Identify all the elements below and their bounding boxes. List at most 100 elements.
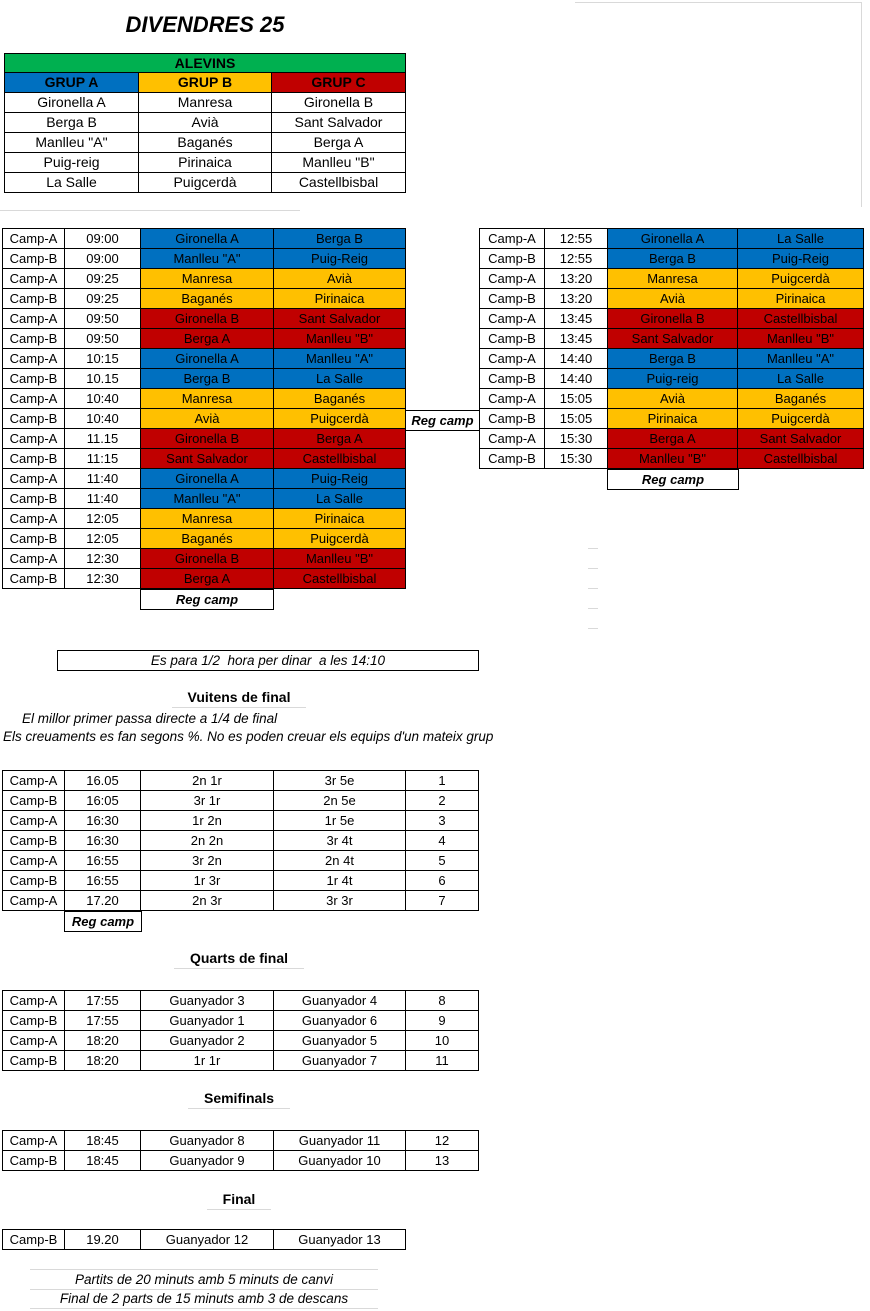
home-cell[interactable]: 2n 3r [140, 890, 274, 911]
time-cell[interactable]: 11.15 [64, 428, 141, 449]
home-cell[interactable]: 1r 2n [140, 810, 274, 831]
camp-cell[interactable]: Camp-B [479, 448, 545, 469]
camp-cell[interactable]: Camp-B [2, 830, 65, 851]
home-cell[interactable]: Berga B [607, 248, 738, 269]
time-cell[interactable]: 17:55 [64, 1010, 141, 1031]
team-cell[interactable]: Puigcerdà [138, 172, 272, 193]
time-cell[interactable]: 19.20 [64, 1229, 141, 1250]
camp-cell[interactable]: Camp-B [479, 368, 545, 389]
team-cell[interactable]: Sant Salvador [271, 112, 406, 133]
away-cell[interactable]: Sant Salvador [273, 308, 406, 329]
home-cell[interactable]: 2n 1r [140, 770, 274, 791]
time-cell[interactable]: 09:00 [64, 228, 141, 249]
time-cell[interactable]: 09:25 [64, 268, 141, 289]
away-cell[interactable]: 2n 5e [273, 790, 406, 811]
time-cell[interactable]: 10:40 [64, 388, 141, 409]
time-cell[interactable]: 14:40 [544, 368, 608, 389]
home-cell[interactable]: Guanyador 9 [140, 1150, 274, 1171]
away-cell[interactable]: Puigcerdà [737, 408, 864, 429]
match-cell[interactable]: 6 [405, 870, 479, 891]
camp-cell[interactable]: Camp-A [2, 1130, 65, 1151]
camp-cell[interactable]: Camp-B [2, 1229, 65, 1250]
camp-cell[interactable]: Camp-B [2, 870, 65, 891]
home-cell[interactable]: Puig-reig [607, 368, 738, 389]
home-cell[interactable]: 1r 1r [140, 1050, 274, 1071]
away-cell[interactable]: Pirinaica [737, 288, 864, 309]
camp-cell[interactable]: Camp-A [2, 890, 65, 911]
time-cell[interactable]: 12:05 [64, 508, 141, 529]
team-cell[interactable]: Baganés [138, 132, 272, 153]
time-cell[interactable]: 14:40 [544, 348, 608, 369]
away-cell[interactable]: Manlleu "B" [737, 328, 864, 349]
away-cell[interactable]: Avià [273, 268, 406, 289]
away-cell[interactable]: Puigcerdà [273, 528, 406, 549]
match-cell[interactable]: 10 [405, 1030, 479, 1051]
time-cell[interactable]: 16:30 [64, 810, 141, 831]
away-cell[interactable]: Baganés [737, 388, 864, 409]
camp-cell[interactable]: Camp-A [2, 770, 65, 791]
away-cell[interactable]: Berga A [273, 428, 406, 449]
home-cell[interactable]: Manlleu "B" [607, 448, 738, 469]
camp-cell[interactable]: Camp-B [2, 448, 65, 469]
time-cell[interactable]: 11:40 [64, 488, 141, 509]
away-cell[interactable]: Guanyador 7 [273, 1050, 406, 1071]
home-cell[interactable]: 2n 2n [140, 830, 274, 851]
camp-cell[interactable]: Camp-A [479, 428, 545, 449]
away-cell[interactable]: La Salle [273, 368, 406, 389]
time-cell[interactable]: 16:30 [64, 830, 141, 851]
camp-cell[interactable]: Camp-B [2, 248, 65, 269]
camp-cell[interactable]: Camp-B [2, 528, 65, 549]
camp-cell[interactable]: Camp-A [479, 388, 545, 409]
camp-cell[interactable]: Camp-A [2, 428, 65, 449]
away-cell[interactable]: 3r 5e [273, 770, 406, 791]
camp-cell[interactable]: Camp-A [2, 810, 65, 831]
home-cell[interactable]: Baganés [140, 288, 274, 309]
away-cell[interactable]: Pirinaica [273, 288, 406, 309]
camp-cell[interactable]: Camp-A [2, 268, 65, 289]
camp-cell[interactable]: Camp-A [2, 468, 65, 489]
match-cell[interactable]: 8 [405, 990, 479, 1011]
time-cell[interactable]: 10:40 [64, 408, 141, 429]
home-cell[interactable]: Manresa [607, 268, 738, 289]
time-cell[interactable]: 16.05 [64, 770, 141, 791]
match-cell[interactable]: 3 [405, 810, 479, 831]
team-cell[interactable]: Manlleu "B" [271, 152, 406, 173]
camp-cell[interactable]: Camp-A [2, 1030, 65, 1051]
camp-cell[interactable]: Camp-B [2, 488, 65, 509]
home-cell[interactable]: Gironella A [140, 468, 274, 489]
team-cell[interactable]: Gironella A [4, 92, 139, 113]
away-cell[interactable]: Manlleu "B" [273, 328, 406, 349]
away-cell[interactable]: Castellbisbal [737, 448, 864, 469]
away-cell[interactable]: 1r 4t [273, 870, 406, 891]
camp-cell[interactable]: Camp-B [2, 790, 65, 811]
camp-cell[interactable]: Camp-A [2, 348, 65, 369]
camp-cell[interactable]: Camp-B [479, 408, 545, 429]
camp-cell[interactable]: Camp-A [2, 548, 65, 569]
camp-cell[interactable]: Camp-B [2, 328, 65, 349]
team-cell[interactable]: Gironella B [271, 92, 406, 113]
team-cell[interactable]: Berga A [271, 132, 406, 153]
home-cell[interactable]: Berga B [607, 348, 738, 369]
home-cell[interactable]: 3r 1r [140, 790, 274, 811]
home-cell[interactable]: Gironella B [140, 428, 274, 449]
reg-camp-cell[interactable]: Reg camp [607, 469, 739, 490]
home-cell[interactable]: Guanyador 8 [140, 1130, 274, 1151]
away-cell[interactable]: Manlleu "A" [737, 348, 864, 369]
time-cell[interactable]: 17:55 [64, 990, 141, 1011]
time-cell[interactable]: 18:20 [64, 1050, 141, 1071]
time-cell[interactable]: 12:55 [544, 228, 608, 249]
time-cell[interactable]: 16:55 [64, 870, 141, 891]
time-cell[interactable]: 09:25 [64, 288, 141, 309]
team-cell[interactable]: Berga B [4, 112, 139, 133]
away-cell[interactable]: 1r 5e [273, 810, 406, 831]
home-cell[interactable]: Gironella B [607, 308, 738, 329]
home-cell[interactable]: Gironella B [140, 548, 274, 569]
team-cell[interactable]: Puig-reig [4, 152, 139, 173]
lunch-note-box[interactable]: Es para 1/2 hora per dinar a les 14:10 [57, 650, 479, 671]
away-cell[interactable]: Guanyador 11 [273, 1130, 406, 1151]
match-cell[interactable]: 9 [405, 1010, 479, 1031]
away-cell[interactable]: Puigcerdà [273, 408, 406, 429]
home-cell[interactable]: Manresa [140, 508, 274, 529]
home-cell[interactable]: Avià [140, 408, 274, 429]
camp-cell[interactable]: Camp-B [479, 248, 545, 269]
